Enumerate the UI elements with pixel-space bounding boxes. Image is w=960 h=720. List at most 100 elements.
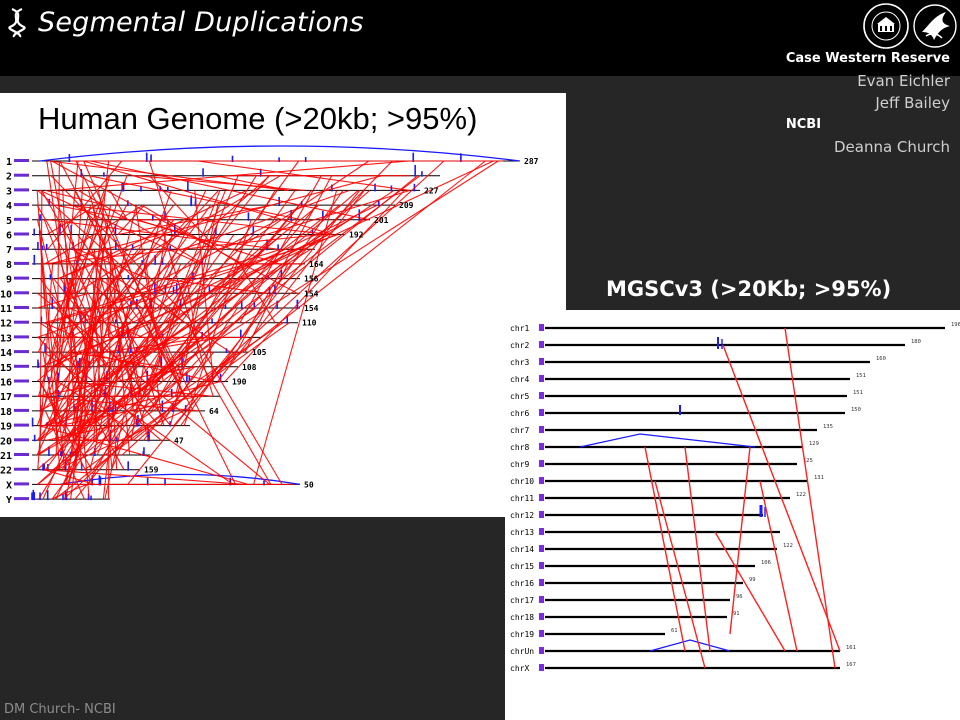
chromosome-marker [14,467,29,471]
chromosome-length-label: 122 [796,492,806,498]
chromosome-label: chr17 [510,596,534,605]
title-bar: Segmental Duplications Case Western Rese… [0,0,960,156]
chromosome-length-label: 106 [761,560,771,566]
chromosome-marker [14,379,29,383]
chromosome-length-label: 190 [232,378,247,387]
duplication-link [50,160,90,367]
chromosome-marker [14,394,29,398]
duplication-link [784,327,836,669]
chromosome-marker [539,409,544,416]
chromosome-label: 9 [6,275,12,286]
chromosome-marker [14,159,29,162]
person-deanna-church: Deanna Church [833,138,950,156]
duplication-link [98,189,371,427]
institution-ncbi: NCBI [785,117,822,132]
chromosome-length-label: 151 [856,373,866,379]
duplication-link [722,344,841,652]
chromosome-label: X [6,480,12,491]
duplication-link [151,190,312,382]
duplication-link [99,278,143,309]
duplication-link [55,175,111,367]
duplication-link [42,410,83,500]
duplication-link [167,190,221,323]
chromosome-marker [14,232,29,236]
chromosome-marker [539,375,544,382]
duplication-link [102,322,124,500]
hhs-eagle-icon [913,4,957,48]
duplication-link [103,293,161,382]
chromosome-marker [539,392,544,399]
chromosome-marker [14,497,29,501]
chromosome-length-label: 99 [749,577,756,583]
duplication-link [55,160,60,456]
chromosome-label: chr11 [510,494,534,503]
duplication-link [44,469,246,485]
chromosome-label: chr15 [510,562,534,571]
duplication-link [654,480,706,669]
chromosome-marker [539,443,544,450]
chromosome-label: chrUn [510,647,534,656]
duplication-link [63,410,84,485]
duplication-link [155,337,202,382]
duplication-link [77,189,204,265]
duplication-link [147,160,393,412]
chromosome-marker [539,630,544,637]
mouse-figure-label: MGSCv3 (>20Kb; >95%) [606,277,892,301]
duplication-link [58,219,188,368]
chromosome-length-label: 154 [304,289,319,298]
duplication-link [45,189,106,206]
chromosome-length-label: 201 [374,216,389,225]
chromosome-marker [539,545,544,552]
chromosome-label: 8 [6,260,12,271]
duplication-link [101,204,378,338]
chromosome-length-label: 151 [853,390,863,396]
duplication-link [42,352,60,441]
chromosome-label: 15 [0,363,12,374]
chromosome-length-label: 156 [304,275,319,284]
intra-chromosome-arc [39,145,521,162]
duplication-link [45,248,282,324]
duplication-link [224,190,405,382]
duplication-link [48,219,278,250]
chromosome-length-label: 96 [736,594,743,600]
duplication-link [38,219,92,397]
chromosome-label: 13 [0,333,12,344]
chromosome-marker [14,438,29,442]
duplication-link [82,366,196,456]
duplication-link [217,189,411,250]
duplication-link [135,205,154,323]
chromosome-label: 17 [0,392,12,403]
chromosome-length-label: 122 [783,543,793,549]
duplication-link [141,190,226,397]
chromosome-label: chr13 [510,528,534,537]
duplication-link [132,425,152,441]
chromosome-marker [539,528,544,535]
duplication-link [43,233,322,265]
duplication-link [182,189,350,250]
duplication-link [257,190,276,221]
duplication-link [75,248,147,294]
institution-case-western: Case Western Reserve [785,51,950,66]
chromosome-label: chr2 [510,341,529,350]
chromosome-marker [14,247,29,251]
duplication-link [38,425,249,485]
duplication-link [135,175,306,191]
duplication-link [90,160,370,221]
duplication-link [69,278,192,382]
duplication-link [49,175,383,265]
duplication-link [43,204,175,368]
chromosome-marker [539,562,544,569]
title-group: Segmental Duplications [4,6,364,38]
chromosome-label: 1 [6,157,12,168]
duplication-link [117,307,142,397]
duplication-link [55,204,130,221]
person-evan-eichler: Evan Eichler [857,72,950,90]
chromosome-marker [539,664,544,671]
human-duplication-plot: 12345678910111213141516171819202122XY287… [0,145,539,506]
chromosome-length-label: 135 [823,424,833,430]
duplication-link [116,175,257,397]
duplication-link [109,190,128,221]
duplication-link [83,160,334,236]
duplication-link [39,278,108,368]
